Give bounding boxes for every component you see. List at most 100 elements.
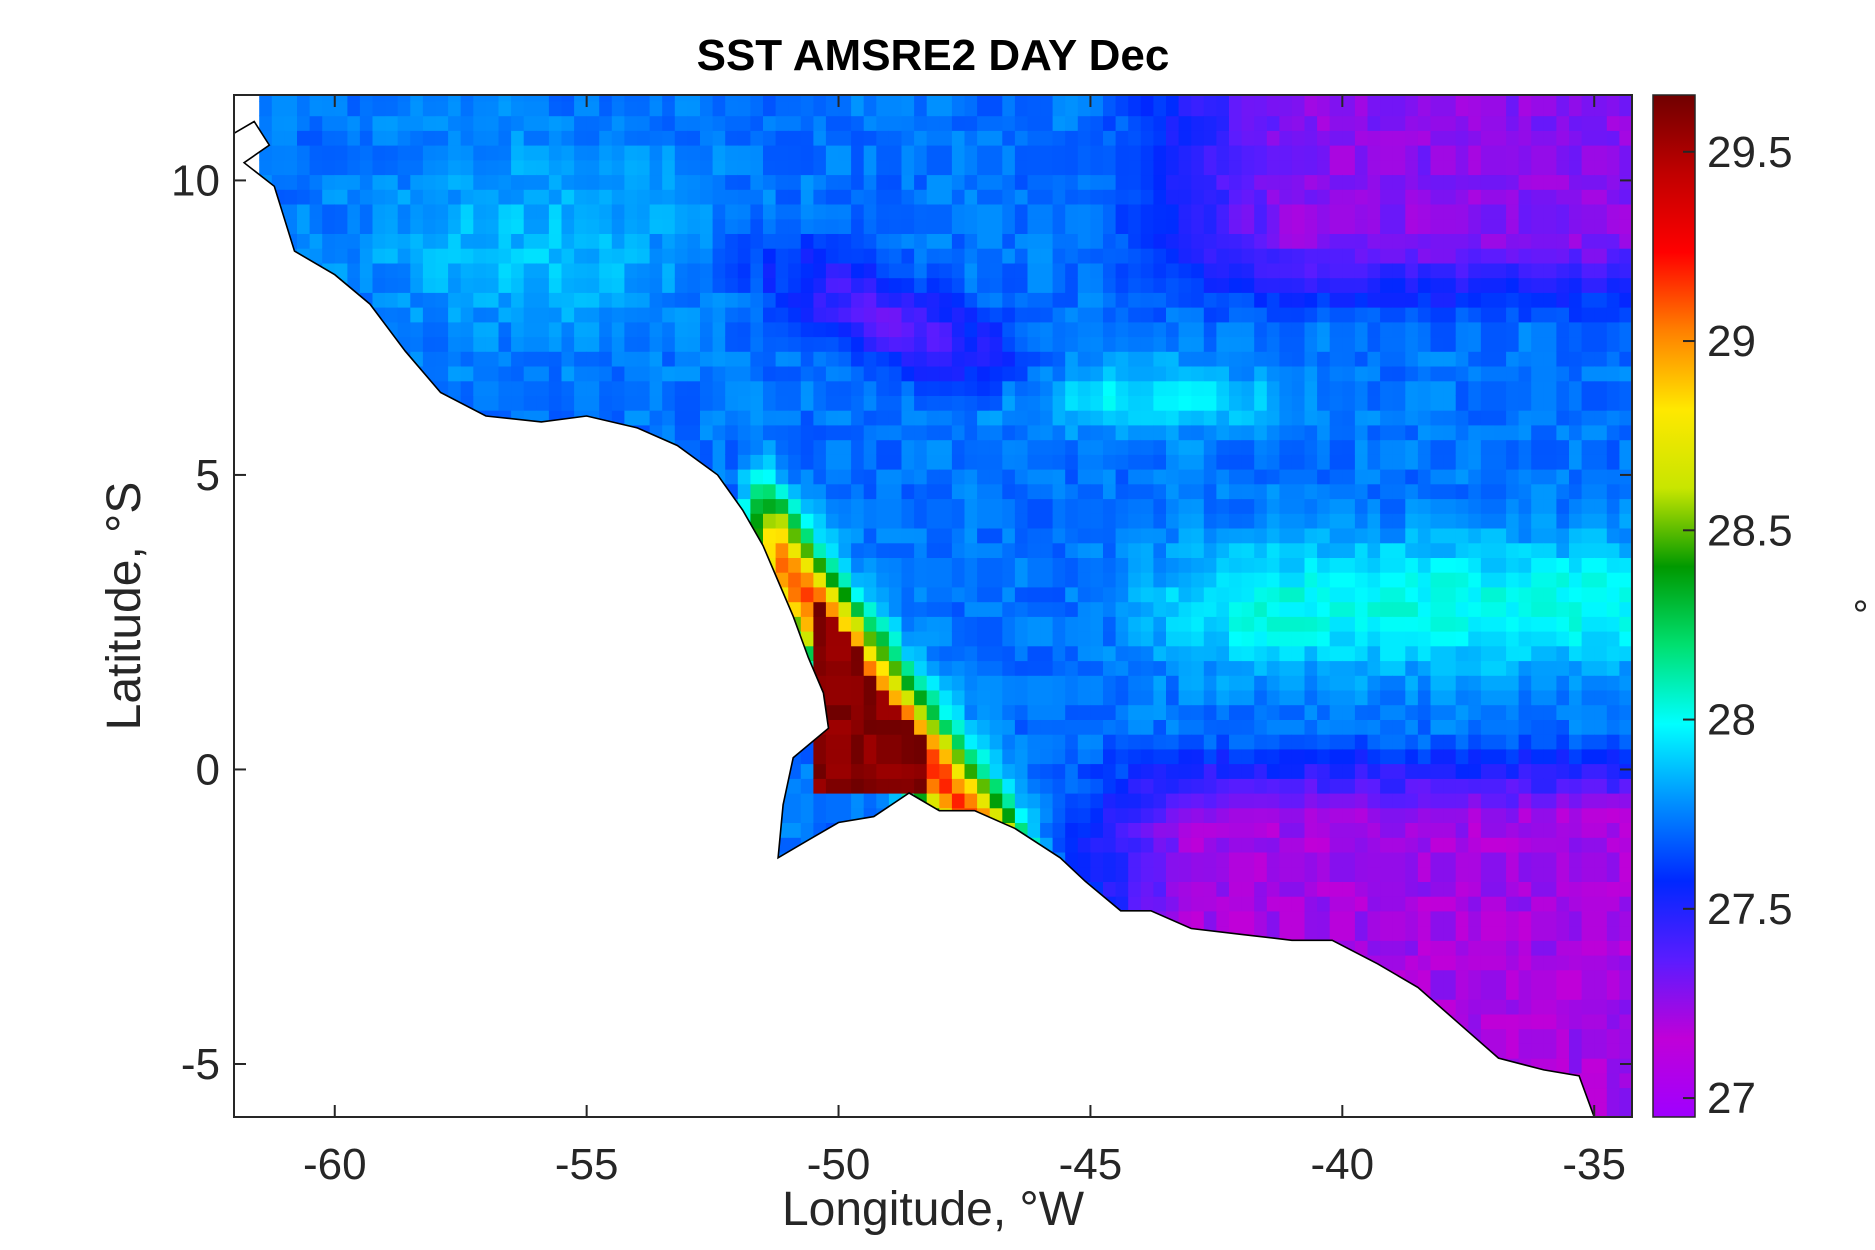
- heatmap-cell: [951, 189, 966, 205]
- heatmap-cell: [586, 174, 600, 190]
- heatmap-cell: [1128, 262, 1142, 279]
- heatmap-cell: [1090, 498, 1104, 514]
- heatmap-cell: [624, 307, 638, 323]
- heatmap-cell: [649, 130, 663, 146]
- heatmap-cell: [1103, 572, 1117, 588]
- heatmap-cell: [939, 218, 953, 234]
- heatmap-cell: [1040, 498, 1054, 514]
- heatmap-cell: [788, 115, 802, 131]
- heatmap-cell: [876, 572, 890, 588]
- heatmap-cell: [649, 336, 663, 352]
- heatmap-cell: [825, 204, 840, 220]
- heatmap-cell: [1090, 572, 1104, 588]
- heatmap-cell: [989, 130, 1003, 146]
- heatmap-cell: [800, 572, 814, 588]
- heatmap-cell: [775, 483, 789, 500]
- heatmap-cell: [788, 498, 802, 514]
- heatmap-cell: [637, 336, 651, 352]
- heatmap-cell: [1040, 586, 1054, 603]
- heatmap-cell: [1027, 307, 1041, 323]
- heatmap-cell: [1040, 424, 1054, 441]
- heatmap-cell: [586, 262, 600, 279]
- heatmap-cell: [813, 351, 827, 367]
- heatmap-cell: [788, 248, 802, 264]
- heatmap-cell: [674, 424, 688, 441]
- heatmap-cell: [1103, 645, 1117, 662]
- heatmap-cell: [1103, 483, 1117, 500]
- heatmap-cell: [485, 380, 500, 396]
- heatmap-cell: [914, 307, 928, 323]
- heatmap-cell: [359, 189, 374, 205]
- heatmap-cell: [624, 159, 638, 176]
- heatmap-cell: [1115, 454, 1129, 470]
- heatmap-cell: [473, 307, 487, 323]
- heatmap-cell: [851, 763, 865, 779]
- heatmap-cell: [800, 793, 814, 809]
- heatmap-cell: [1014, 439, 1029, 455]
- heatmap-cell: [863, 233, 877, 249]
- heatmap-cell: [863, 351, 877, 367]
- heatmap-cell: [977, 233, 991, 249]
- heatmap-cell: [561, 395, 575, 411]
- heatmap-cell: [989, 542, 1003, 558]
- heatmap-cell: [725, 292, 739, 308]
- heatmap-cell: [876, 366, 890, 382]
- heatmap-cell: [687, 248, 701, 264]
- heatmap-cell: [838, 483, 852, 500]
- heatmap-cell: [511, 248, 525, 264]
- heatmap-cell: [775, 307, 789, 323]
- heatmap-cell: [448, 248, 462, 264]
- heatmap-cell: [1103, 159, 1117, 176]
- heatmap-cell: [951, 483, 966, 500]
- heatmap-cell: [939, 248, 953, 264]
- heatmap-cell: [1128, 601, 1142, 617]
- heatmap-cell: [788, 351, 802, 367]
- heatmap-cell: [1128, 395, 1142, 411]
- heatmap-cell: [1077, 837, 1091, 853]
- heatmap-cell: [1040, 793, 1054, 809]
- heatmap-cell: [838, 218, 852, 234]
- heatmap-cell: [863, 204, 877, 220]
- heatmap-cell: [574, 115, 588, 131]
- heatmap-cell: [825, 498, 840, 514]
- heatmap-cell: [1027, 336, 1041, 352]
- heatmap-cell: [347, 248, 361, 264]
- heatmap-cell: [750, 95, 764, 102]
- heatmap-cell: [1077, 763, 1091, 779]
- heatmap-cell: [1027, 277, 1041, 293]
- heatmap-cell: [851, 100, 865, 117]
- heatmap-cell: [888, 645, 903, 662]
- heatmap-cell: [977, 439, 991, 455]
- heatmap-cell: [259, 115, 273, 131]
- heatmap-cell: [926, 204, 940, 220]
- heatmap-cell: [649, 410, 663, 426]
- heatmap-cell: [1140, 645, 1154, 662]
- heatmap-cell: [876, 454, 890, 470]
- heatmap-cell: [1040, 248, 1054, 264]
- heatmap-cell: [548, 100, 563, 117]
- heatmap-cell: [851, 204, 865, 220]
- heatmap-cell: [888, 454, 903, 470]
- heatmap-cell: [662, 174, 676, 190]
- heatmap-cell: [372, 248, 386, 264]
- heatmap-cell: [838, 159, 852, 176]
- heatmap-cell: [359, 115, 374, 131]
- heatmap-cell: [813, 277, 827, 293]
- heatmap-cell: [637, 395, 651, 411]
- heatmap-cell: [939, 734, 953, 750]
- heatmap-cell: [1090, 351, 1104, 367]
- heatmap-cell: [1065, 483, 1079, 500]
- heatmap-cell: [939, 793, 953, 809]
- heatmap-cell: [637, 218, 651, 234]
- heatmap-cell: [863, 307, 877, 323]
- heatmap-cell: [574, 321, 588, 338]
- heatmap-cell: [737, 410, 751, 426]
- heatmap-cell: [687, 159, 701, 176]
- heatmap-cell: [410, 218, 424, 234]
- heatmap-cell: [586, 100, 600, 117]
- heatmap-cell: [1014, 307, 1029, 323]
- heatmap-cell: [825, 689, 840, 706]
- heatmap-cell: [750, 204, 764, 220]
- heatmap-cell: [989, 336, 1003, 352]
- heatmap-cell: [460, 262, 474, 279]
